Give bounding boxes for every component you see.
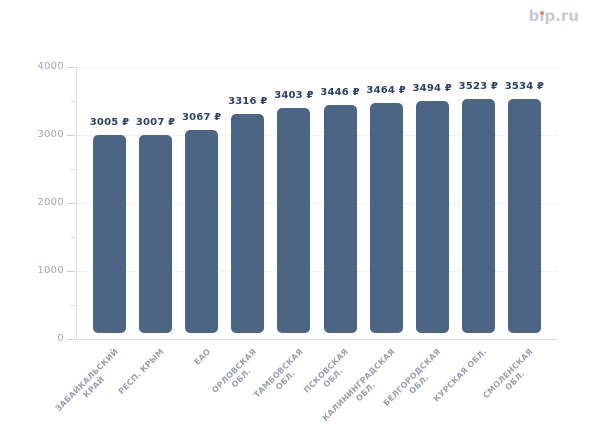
x-axis-label: ЕАО <box>192 347 213 367</box>
bar-value-label: 3007 ₽ <box>135 116 176 128</box>
bar[interactable] <box>231 113 265 333</box>
y-axis-label: 0 <box>57 333 64 344</box>
bar[interactable] <box>185 130 219 333</box>
gridline <box>77 67 558 68</box>
bar-value-label: 3494 ₽ <box>412 83 453 95</box>
bar-value-label: 3403 ₽ <box>274 89 314 101</box>
bar-slot: 3316 ₽ ОРЛОВСКАЯ ОБЛ. <box>210 67 268 395</box>
gridline <box>77 135 558 136</box>
bar-value-label: 3446 ₽ <box>320 86 360 98</box>
logo-letter-i: ı <box>539 7 545 25</box>
bar-chart: 0 1000 2000 3000 4000 3005 ₽ ЗАБАЙКАЛЬСКИЙ КРА… <box>37 61 558 423</box>
y-tick-minor <box>71 169 75 170</box>
bar[interactable] <box>323 104 357 333</box>
y-tick-major <box>67 135 75 136</box>
y-axis-label: 2000 <box>37 197 64 208</box>
bar-slot: 3464 ₽ КАЛИНИНГРАДСКАЯ ОБЛ. <box>321 67 406 422</box>
bar[interactable] <box>461 99 495 333</box>
bar-slot: 3403 ₽ ТАМБОВСКАЯ ОБЛ. <box>252 67 314 400</box>
bar[interactable] <box>277 107 311 333</box>
bar[interactable] <box>369 103 403 333</box>
bar-slot: 3007 ₽ РЕСП. КРЫМ <box>117 67 176 397</box>
x-axis-label: РЕСП. КРЫМ <box>116 347 166 397</box>
x-axis-label: СМОЛЕНСКАЯ ОБЛ. <box>481 347 535 401</box>
bar-slot: 3523 ₽ КУРСКАЯ ОБЛ. <box>432 67 499 403</box>
y-tick-major <box>67 271 75 272</box>
y-tick-major <box>67 67 75 68</box>
bar-value-label: 3067 ₽ <box>181 112 222 124</box>
y-axis-label: 4000 <box>37 61 64 72</box>
bars-layer: 3005 ₽ ЗАБАЙКАЛЬСКИЙ КРАЙ 3007 ₽ РЕСП. КРЫМ 3… <box>54 67 557 423</box>
bar-value-label: 3316 ₽ <box>228 95 268 107</box>
y-axis-label: 1000 <box>37 265 64 276</box>
bar[interactable] <box>507 98 541 333</box>
y-tick-major <box>67 339 75 340</box>
bar-value-label: 3523 ₽ <box>458 81 499 93</box>
bar-slot: 3446 ₽ ПСКОВСКАЯ ОБЛ. <box>303 67 360 395</box>
bar[interactable] <box>139 134 173 333</box>
y-tick-major <box>67 203 75 204</box>
gridline <box>77 203 558 204</box>
bar-value-label: 3464 ₽ <box>366 85 406 97</box>
bar[interactable] <box>415 101 449 333</box>
bar-value-label: 3005 ₽ <box>89 116 130 128</box>
y-tick-minor <box>71 237 75 238</box>
site-logo[interactable]: b ıp.ru <box>529 8 579 25</box>
bar-value-label: 3534 ₽ <box>504 80 545 92</box>
y-tick-minor <box>71 101 75 102</box>
bar-slot: 3067 ₽ ЕАО <box>181 67 222 366</box>
logo-text-b: b <box>528 7 540 25</box>
bar-slot: 3494 ₽ БЕЛГОРОДСКАЯ ОБЛ. <box>382 67 453 407</box>
bar-slot: 3534 ₽ СМОЛЕНСКАЯ ОБЛ. <box>482 67 545 400</box>
y-axis-label: 3000 <box>37 129 64 140</box>
gridline <box>77 271 558 272</box>
logo-text-rest: p.ru <box>544 7 579 25</box>
x-axis-label: ЗАБАЙКАЛЬСКИЙ КРАЙ <box>53 347 120 414</box>
bar-slot: 3005 ₽ ЗАБАЙКАЛЬСКИЙ КРАЙ <box>54 67 130 414</box>
logo-dot-icon <box>539 10 544 15</box>
y-tick-minor <box>71 305 75 306</box>
bar[interactable] <box>93 134 126 333</box>
